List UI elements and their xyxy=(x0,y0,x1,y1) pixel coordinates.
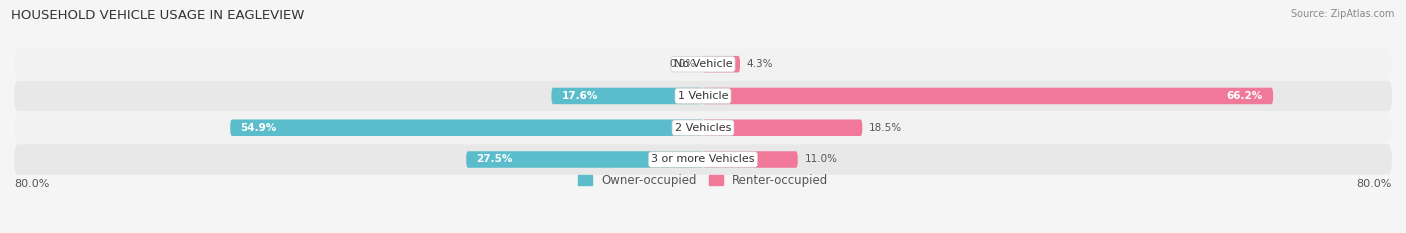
Text: 17.6%: 17.6% xyxy=(562,91,598,101)
Text: 80.0%: 80.0% xyxy=(14,179,49,189)
FancyBboxPatch shape xyxy=(14,81,1392,111)
FancyBboxPatch shape xyxy=(14,144,1392,175)
Text: 2 Vehicles: 2 Vehicles xyxy=(675,123,731,133)
Text: 66.2%: 66.2% xyxy=(1226,91,1263,101)
Text: 18.5%: 18.5% xyxy=(869,123,903,133)
Text: 80.0%: 80.0% xyxy=(1357,179,1392,189)
FancyBboxPatch shape xyxy=(703,88,1272,104)
Text: 54.9%: 54.9% xyxy=(240,123,277,133)
Text: No Vehicle: No Vehicle xyxy=(673,59,733,69)
FancyBboxPatch shape xyxy=(551,88,703,104)
Legend: Owner-occupied, Renter-occupied: Owner-occupied, Renter-occupied xyxy=(578,174,828,187)
FancyBboxPatch shape xyxy=(14,49,1392,79)
Text: 0.0%: 0.0% xyxy=(669,59,696,69)
Text: 4.3%: 4.3% xyxy=(747,59,773,69)
FancyBboxPatch shape xyxy=(14,113,1392,143)
Text: Source: ZipAtlas.com: Source: ZipAtlas.com xyxy=(1291,9,1395,19)
Text: 27.5%: 27.5% xyxy=(477,154,513,164)
FancyBboxPatch shape xyxy=(703,56,740,72)
FancyBboxPatch shape xyxy=(467,151,703,168)
FancyBboxPatch shape xyxy=(703,120,862,136)
Text: HOUSEHOLD VEHICLE USAGE IN EAGLEVIEW: HOUSEHOLD VEHICLE USAGE IN EAGLEVIEW xyxy=(11,9,305,22)
FancyBboxPatch shape xyxy=(231,120,703,136)
FancyBboxPatch shape xyxy=(703,151,797,168)
Text: 1 Vehicle: 1 Vehicle xyxy=(678,91,728,101)
Text: 3 or more Vehicles: 3 or more Vehicles xyxy=(651,154,755,164)
Text: 11.0%: 11.0% xyxy=(804,154,838,164)
